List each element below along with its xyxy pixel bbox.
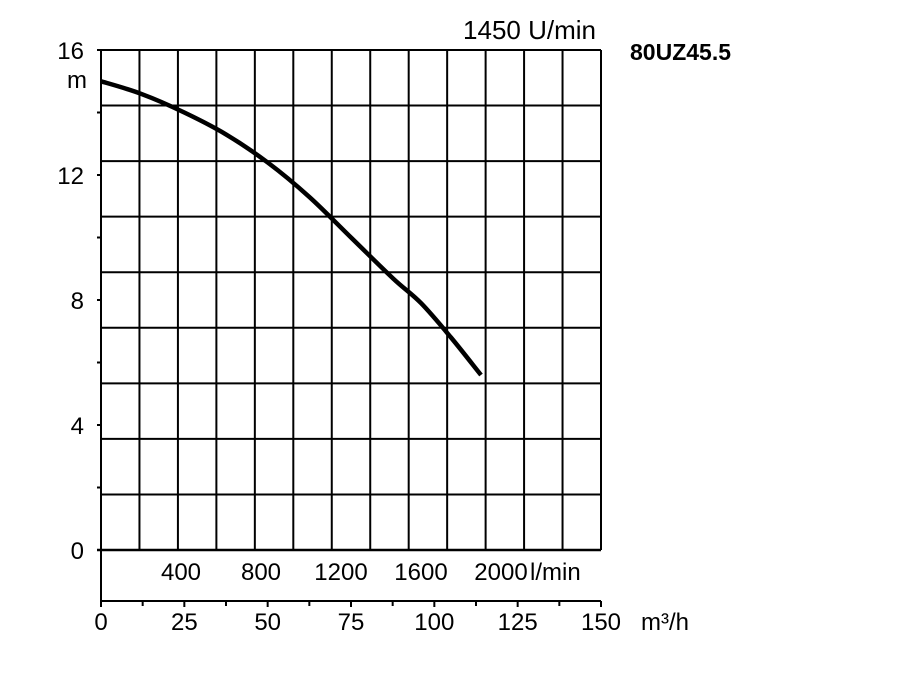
x2-tick-label: 800: [241, 559, 281, 586]
chart-title: 80UZ45.5: [630, 39, 731, 65]
x-axis-unit: m³/h: [641, 609, 689, 636]
x2-tick-label: 400: [161, 559, 201, 586]
curve-group: [100, 79, 483, 377]
x-tick-label: 75: [338, 609, 365, 636]
y-axis-unit: m: [67, 67, 87, 94]
x-tick-label: 0: [94, 609, 107, 636]
grid-lines: [97, 49, 602, 552]
x2-tick-label: 2000: [474, 559, 527, 586]
x-tick-label: 150: [581, 609, 621, 636]
head-curve-line: [100, 79, 483, 377]
x-tick-label: 50: [254, 609, 281, 636]
x2-axis-unit: l/min: [530, 559, 581, 586]
y-tick-label: 4: [71, 413, 84, 440]
y-tick-label: 0: [71, 538, 84, 565]
speed-label: 1450 U/min: [463, 15, 596, 45]
x-tick-label: 100: [414, 609, 454, 636]
y-tick-label: 16: [57, 38, 84, 65]
x-tick-label: 25: [171, 609, 198, 636]
x-axis-ticks: 0 4 8 12 16 0 25 50 75 100 125 150 400 800 1200 1600 200…: [57, 38, 621, 636]
x-tick-label: 125: [498, 609, 538, 636]
y-tick-label: 8: [71, 288, 84, 315]
y-tick-label: 12: [57, 163, 84, 190]
x2-tick-label: 1600: [394, 559, 447, 586]
x2-tick-label: 1200: [314, 559, 367, 586]
